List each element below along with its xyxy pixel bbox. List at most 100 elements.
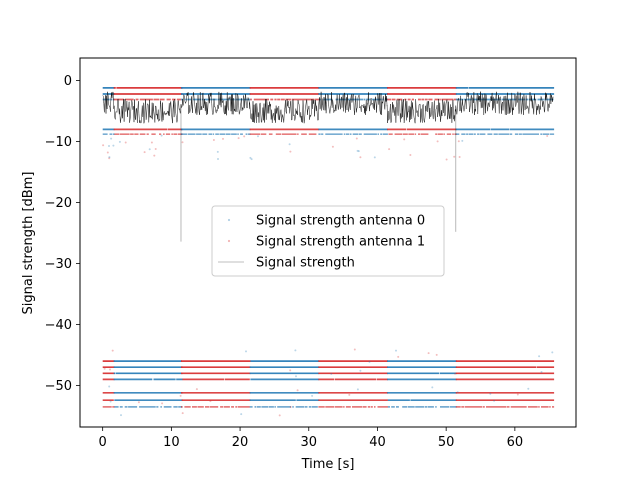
outlier-point: [137, 401, 140, 404]
outlier-point: [289, 150, 292, 153]
outlier-point: [108, 145, 110, 147]
x-tick-label: 20: [232, 435, 249, 450]
x-tick-label: 40: [369, 435, 386, 450]
outlier-point: [108, 156, 111, 159]
outlier-point: [453, 155, 456, 158]
outlier-point: [209, 400, 212, 403]
outlier-point: [373, 156, 376, 159]
outlier-point: [436, 140, 439, 143]
outlier-point: [359, 156, 362, 159]
outlier-point: [289, 406, 292, 408]
outlier-point: [217, 158, 219, 160]
y-axis: 0 −10 −20 −30 −40 −50: [45, 74, 80, 394]
outlier-point: [148, 148, 151, 151]
outlier-point: [109, 368, 111, 371]
y-tick-label: −20: [45, 196, 72, 211]
outlier-point: [237, 137, 240, 140]
outlier-point: [353, 348, 356, 351]
legend-marker-antenna1: [227, 239, 231, 243]
outlier-point: [546, 135, 549, 137]
outlier-point: [143, 151, 146, 154]
outlier-point: [457, 140, 460, 143]
outlier-point: [102, 144, 105, 147]
outlier-point: [538, 355, 541, 358]
outlier-point: [154, 148, 157, 150]
outlier-point: [357, 150, 360, 153]
legend-label-antenna1: Signal strength antenna 1: [256, 235, 425, 250]
plot-data-layer: [102, 87, 555, 417]
outlier-point: [388, 148, 391, 151]
legend: Signal strength antenna 0 Signal strengt…: [211, 205, 445, 277]
outlier-point: [356, 388, 359, 391]
outlier-point: [108, 385, 111, 388]
x-axis-title: Time [s]: [301, 457, 355, 472]
plot-frame: [79, 57, 577, 428]
outlier-point: [181, 141, 184, 144]
outlier-point: [296, 389, 299, 392]
outlier-point: [111, 349, 114, 352]
outlier-point: [348, 393, 351, 396]
x-tick-label: 60: [507, 435, 524, 450]
outlier-point: [222, 137, 224, 140]
outlier-point: [489, 392, 492, 395]
outlier-point: [493, 399, 496, 402]
outlier-point: [295, 375, 297, 378]
legend-entry-strength: Signal strength: [218, 256, 355, 271]
outlier-point: [245, 350, 247, 353]
outlier-point: [461, 139, 464, 142]
outlier-point: [243, 135, 246, 138]
x-tick-label: 30: [300, 435, 317, 450]
outlier-point: [103, 367, 106, 370]
outlier-point: [456, 391, 459, 394]
outlier-point: [395, 349, 397, 352]
outlier-point: [431, 386, 434, 389]
y-tick-label: −10: [45, 135, 72, 150]
y-tick-label: −30: [45, 257, 72, 272]
y-tick-label: −50: [45, 379, 72, 394]
outlier-point: [150, 141, 153, 144]
outlier-point: [397, 355, 400, 358]
outlier-point: [110, 137, 113, 140]
outlier-point: [112, 144, 115, 147]
outlier-point: [294, 349, 297, 352]
outlier-point: [516, 393, 519, 396]
outlier-point: [551, 351, 554, 354]
x-tick-label: 0: [99, 435, 107, 450]
outlier-point: [435, 353, 438, 356]
legend-box: [211, 205, 445, 277]
outlier-point: [458, 156, 461, 158]
outlier-point: [257, 135, 259, 138]
legend-entry-antenna1: Signal strength antenna 1: [227, 235, 425, 250]
outlier-point: [331, 145, 334, 148]
outlier-point: [454, 372, 456, 375]
outlier-point: [240, 413, 243, 416]
outlier-point: [118, 140, 121, 143]
outlier-point: [212, 139, 215, 141]
outlier-point: [427, 352, 430, 355]
x-axis: 0 10 20 30 40 50 60: [99, 427, 524, 450]
outlier-point: [250, 158, 253, 161]
outlier-point: [124, 141, 127, 144]
legend-entry-antenna0: Signal strength antenna 0: [227, 214, 425, 229]
outlier-point: [108, 157, 111, 160]
outlier-point: [540, 371, 543, 373]
outlier-point: [289, 369, 292, 372]
outlier-point: [311, 394, 314, 397]
legend-label-antenna0: Signal strength antenna 0: [256, 214, 425, 229]
outlier-point: [359, 369, 362, 372]
outlier-point: [179, 394, 182, 397]
outlier-point: [181, 412, 184, 415]
outlier-point: [288, 143, 291, 146]
outlier-point: [153, 154, 156, 157]
y-tick-label: 0: [64, 74, 72, 89]
outlier-point: [109, 400, 112, 403]
signal-strength-line: [102, 91, 554, 124]
outlier-point: [355, 137, 358, 140]
legend-label-strength: Signal strength: [256, 256, 355, 271]
outlier-point: [195, 388, 198, 391]
x-tick-label: 50: [438, 435, 455, 450]
outlier-point: [368, 360, 371, 363]
outlier-point: [160, 134, 163, 137]
outlier-point: [356, 149, 359, 152]
